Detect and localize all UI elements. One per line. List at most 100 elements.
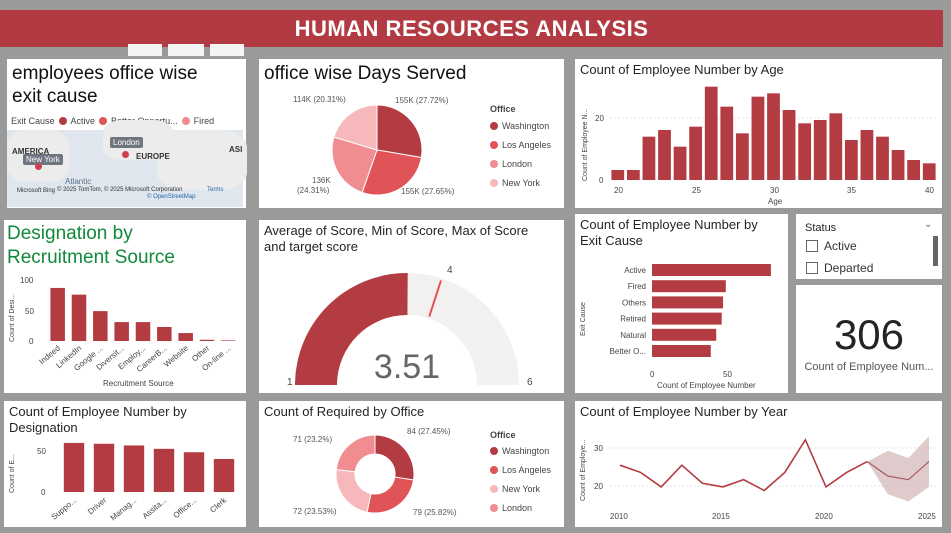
bar[interactable] — [183, 452, 205, 492]
required-title: Count of Required by Office — [264, 404, 425, 419]
exit-bar[interactable] — [652, 345, 711, 357]
age-bar[interactable] — [860, 130, 874, 180]
recruit-y-tick-100: 100 — [20, 276, 34, 285]
exit-cause-bar-chart: Exit Cause Active Fired Others Retired Natur… — [580, 264, 771, 390]
required-legend-losangeles[interactable]: Los Angeles — [490, 465, 551, 475]
status-option-label: Active — [824, 239, 857, 253]
pie-slice-washington[interactable] — [376, 104, 423, 159]
designation-title-line2: Designation — [9, 420, 78, 435]
bar[interactable] — [199, 339, 215, 341]
age-bar[interactable] — [891, 150, 905, 180]
legend-dot-icon — [58, 117, 67, 125]
legend-label: New York — [502, 178, 541, 188]
slicer-scrollbar[interactable] — [933, 236, 938, 266]
age-bar[interactable] — [626, 170, 640, 180]
bar[interactable] — [93, 443, 115, 492]
age-y-tick-20: 20 — [595, 114, 604, 123]
days-legend-london[interactable]: London — [490, 159, 532, 169]
gauge-title: Average of Score, Min of Score, Max of S… — [264, 223, 528, 255]
checkbox-icon[interactable] — [806, 262, 818, 274]
legend-dot-icon — [490, 504, 498, 512]
status-option-departed[interactable]: Departed — [806, 261, 873, 275]
exit-bar[interactable] — [652, 280, 726, 293]
map-osm-link[interactable]: © OpenStreetMap — [147, 194, 196, 200]
required-legend-title: Office — [490, 430, 516, 440]
age-bar[interactable] — [844, 140, 858, 180]
pie-slice-washington[interactable] — [374, 434, 415, 481]
age-bar[interactable] — [907, 160, 921, 180]
age-bar[interactable] — [611, 170, 625, 180]
page-tab-2[interactable] — [168, 44, 204, 56]
age-bar[interactable] — [922, 163, 936, 180]
days-legend-newyork[interactable]: New York — [490, 178, 540, 188]
exit-category-label: Retired — [620, 315, 646, 324]
age-bar[interactable] — [767, 93, 780, 180]
days-legend-title: Office — [490, 104, 516, 114]
map-legend-fired[interactable]: Fired — [193, 116, 215, 126]
designation-y-axis-label: Count of E... — [9, 454, 16, 493]
x-tick-label: Suppo... — [50, 496, 79, 522]
exit-bar[interactable] — [652, 264, 771, 276]
bar[interactable] — [71, 294, 87, 341]
bar[interactable] — [153, 448, 175, 492]
age-bar[interactable] — [876, 136, 889, 180]
bar[interactable] — [93, 311, 108, 341]
pie-slice-los-angeles[interactable] — [361, 149, 422, 196]
pie-slice-new-york[interactable] — [335, 469, 372, 513]
bar[interactable] — [178, 333, 193, 341]
age-bar[interactable] — [689, 126, 703, 180]
page-tab-3[interactable] — [210, 44, 244, 56]
exit-category-label: Active — [624, 266, 646, 275]
pie-slice-london[interactable] — [331, 136, 378, 194]
exit-bar[interactable] — [652, 312, 722, 325]
bar[interactable] — [157, 326, 172, 341]
map-bubble-london[interactable] — [122, 151, 129, 158]
map-terms-link[interactable]: Terms — [207, 187, 224, 193]
age-x-tick-20: 20 — [614, 186, 623, 195]
bar[interactable] — [221, 340, 236, 341]
exit-bar[interactable] — [652, 328, 717, 341]
age-bar[interactable] — [813, 120, 827, 180]
required-legend-washington[interactable]: Washington — [490, 446, 549, 456]
map-view[interactable]: AMERICA New York London EUROPE ASI Atlan… — [7, 120, 247, 207]
bar[interactable] — [114, 322, 129, 341]
map-legend-active[interactable]: Active — [70, 116, 96, 126]
checkbox-icon[interactable] — [806, 240, 818, 252]
age-bar[interactable] — [673, 146, 687, 180]
age-bar[interactable] — [735, 133, 749, 180]
bar[interactable] — [63, 442, 85, 492]
exit-bar[interactable] — [652, 296, 724, 309]
age-bar[interactable] — [798, 123, 812, 180]
age-bar[interactable] — [751, 96, 765, 180]
legend-label: Los Angeles — [502, 140, 552, 150]
x-tick-label: Assita... — [141, 496, 169, 521]
age-bar[interactable] — [704, 86, 718, 180]
pie-slice-new-york[interactable] — [333, 104, 378, 151]
designation-title: Count of Employee Number by Designation — [9, 404, 187, 436]
pie-slice-los-angeles[interactable] — [366, 476, 415, 514]
pie-slice-london[interactable] — [335, 434, 376, 473]
year-chart-card: Count of Employee Number by Year Count o… — [575, 401, 942, 527]
days-legend-washington[interactable]: Washington — [490, 121, 549, 131]
days-legend-losangeles[interactable]: Los Angeles — [490, 140, 551, 150]
age-bar[interactable] — [782, 110, 796, 180]
days-served-pie: 155K (27.72%) 155K (27.65%) 136K (24.31%… — [293, 95, 455, 196]
required-legend-london[interactable]: London — [490, 503, 532, 513]
map-bubble-newyork[interactable] — [35, 163, 42, 170]
exit-cause-title: Count of Employee Number by Exit Cause — [580, 217, 758, 249]
age-bar[interactable] — [829, 113, 843, 180]
exit-title-line2: Exit Cause — [580, 233, 643, 248]
page-tab-1[interactable] — [128, 44, 162, 56]
age-bar[interactable] — [720, 106, 734, 180]
required-legend-newyork[interactable]: New York — [490, 484, 540, 494]
legend-label: Washington — [502, 121, 550, 131]
bar[interactable] — [123, 445, 145, 492]
age-bar[interactable] — [642, 136, 656, 180]
bar[interactable] — [135, 322, 151, 341]
age-bar[interactable] — [658, 130, 671, 180]
bar[interactable] — [50, 287, 65, 341]
chevron-down-icon[interactable]: ⌄ — [924, 219, 933, 230]
age-y-tick-0: 0 — [599, 176, 604, 185]
status-option-active[interactable]: Active — [806, 239, 857, 253]
bar[interactable] — [213, 459, 235, 492]
